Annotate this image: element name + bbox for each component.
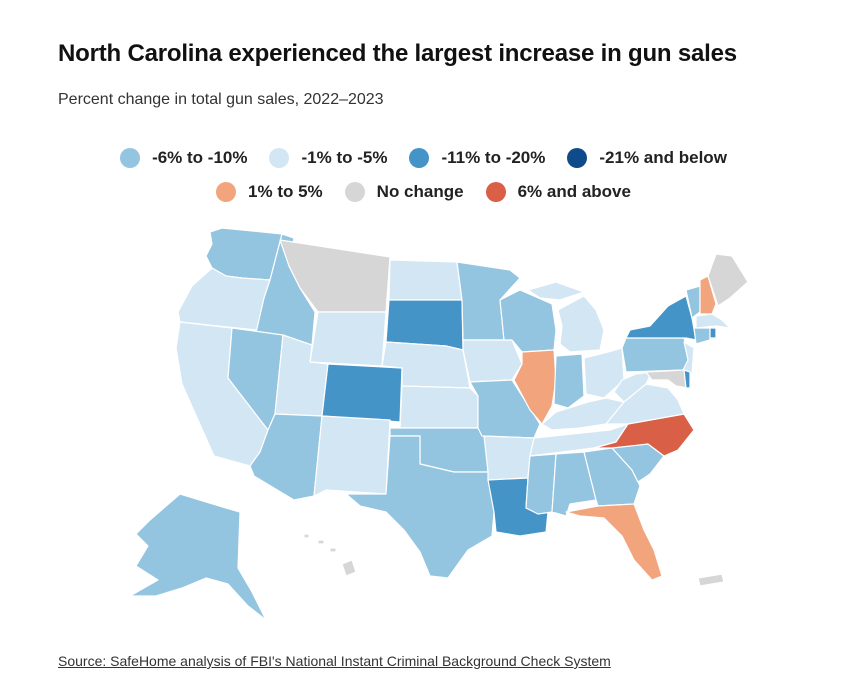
legend-item-m21: -21% and below (567, 148, 727, 168)
state-mi[interactable] (557, 295, 605, 353)
legend-swatch (216, 182, 237, 202)
state-fl[interactable] (565, 503, 663, 581)
state-ma[interactable] (695, 313, 731, 329)
legend-swatch (120, 148, 141, 168)
chart-subtitle: Percent change in total gun sales, 2022–… (58, 91, 384, 108)
state-nm[interactable] (313, 415, 391, 497)
legend-swatch (344, 182, 365, 202)
legend-item-m11-20: -11% to -20% (409, 148, 545, 168)
state-hi-islands[interactable] (303, 533, 337, 553)
legend-swatch (409, 148, 430, 168)
legend-row-1: -6% to -10% -1% to -5% -11% to -20% -21%… (0, 148, 847, 168)
legend-swatch (269, 148, 290, 168)
legend-label: 6% and above (517, 182, 631, 201)
state-co[interactable] (321, 363, 403, 423)
state-nh[interactable] (699, 275, 717, 315)
state-ks[interactable] (399, 385, 479, 429)
source-note[interactable]: Source: SafeHome analysis of FBI's Natio… (58, 653, 611, 669)
legend-swatch (485, 182, 506, 202)
state-tx[interactable] (345, 435, 495, 579)
legend-label: -11% to -20% (441, 148, 546, 167)
legend-label: -6% to -10% (152, 148, 248, 167)
legend-label: No change (376, 182, 464, 201)
legend-item-no-change: No change (344, 182, 464, 202)
state-pa[interactable] (621, 337, 691, 373)
territory-pr[interactable] (697, 573, 725, 587)
legend-item-p1-5: 1% to 5% (216, 182, 323, 202)
state-de[interactable] (683, 369, 691, 389)
state-mi-up[interactable] (527, 281, 585, 301)
chart-title: North Carolina experienced the largest i… (58, 40, 737, 67)
state-wv[interactable] (613, 371, 653, 403)
state-ar[interactable] (483, 435, 535, 481)
state-ri[interactable] (709, 327, 717, 339)
legend-label: 1% to 5% (248, 182, 323, 201)
legend-label: -21% and below (599, 148, 727, 167)
state-ct[interactable] (693, 327, 711, 345)
state-ny[interactable] (625, 295, 697, 341)
state-me[interactable] (707, 253, 749, 307)
legend-row-2: 1% to 5% No change 6% and above (0, 182, 847, 202)
legend-item-m6-10: -6% to -10% (120, 148, 247, 168)
legend-item-m1-5: -1% to -5% (269, 148, 387, 168)
legend-label: -1% to -5% (301, 148, 388, 167)
state-ms[interactable] (525, 453, 557, 515)
state-hi[interactable] (341, 559, 357, 577)
state-nd[interactable] (388, 259, 463, 301)
legend-item-p6: 6% and above (485, 182, 631, 202)
state-in[interactable] (553, 353, 585, 409)
legend-swatch (567, 148, 588, 168)
state-ia[interactable] (462, 339, 523, 383)
state-wy[interactable] (309, 311, 387, 367)
state-ak[interactable] (129, 493, 267, 621)
